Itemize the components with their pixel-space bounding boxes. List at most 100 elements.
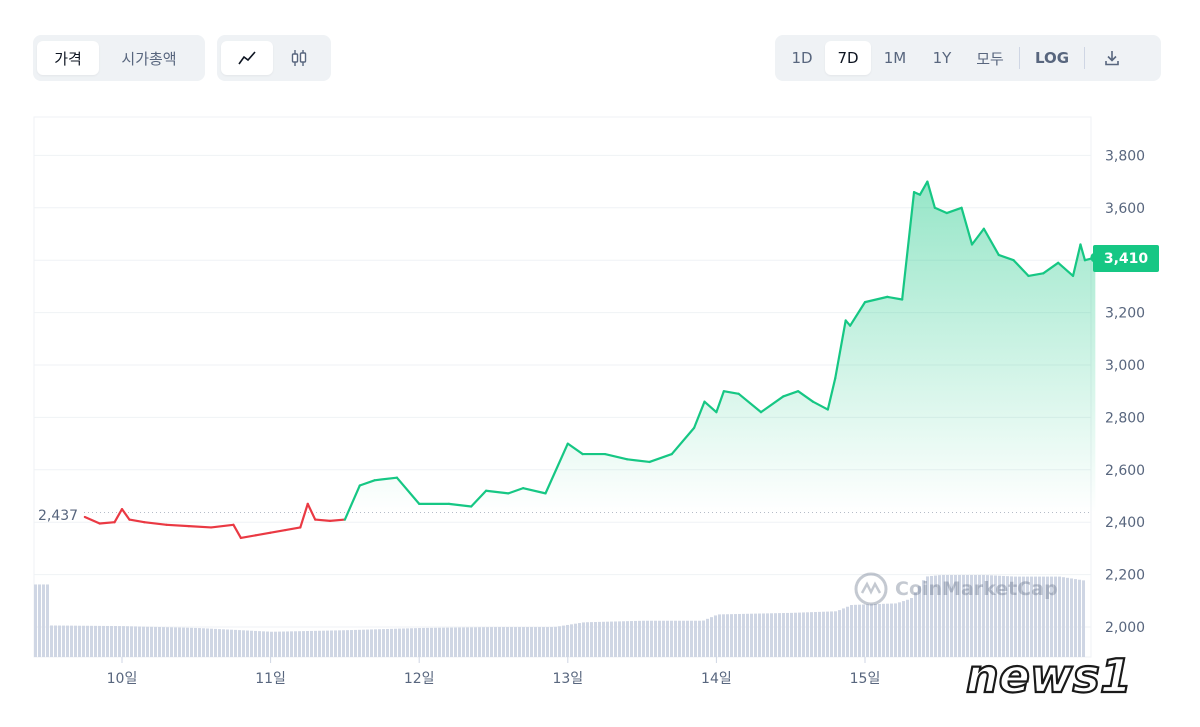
volume-bar bbox=[678, 620, 681, 657]
volume-bar bbox=[654, 620, 657, 657]
price-line-segment bbox=[982, 227, 1000, 257]
volume-bar bbox=[1002, 575, 1005, 657]
volume-bar bbox=[378, 629, 381, 657]
volume-bar bbox=[878, 603, 881, 657]
volume-bar bbox=[738, 613, 741, 657]
range-1m[interactable]: 1M bbox=[883, 49, 907, 67]
volume-bar bbox=[406, 628, 409, 657]
price-line-segment bbox=[210, 523, 235, 529]
volume-bar bbox=[786, 612, 789, 657]
volume-bar bbox=[222, 629, 225, 657]
volume-bar bbox=[510, 627, 513, 657]
volume-bar bbox=[82, 625, 85, 657]
volume-bar bbox=[138, 626, 141, 657]
volume-bar bbox=[754, 613, 757, 657]
volume-bar bbox=[506, 627, 509, 657]
volume-bar bbox=[190, 627, 193, 657]
y-tick-label: 3,200 bbox=[1105, 306, 1145, 322]
volume-bar bbox=[350, 630, 353, 657]
volume-bar bbox=[46, 584, 49, 657]
download-icon[interactable] bbox=[1089, 41, 1135, 75]
volume-bar bbox=[702, 620, 705, 657]
volume-bar bbox=[926, 576, 929, 657]
range-toggle: 1D 7D 1M 1Y 모두 LOG bbox=[775, 35, 1161, 81]
volume-bar bbox=[902, 601, 905, 657]
x-tick-label: 15일 bbox=[850, 671, 881, 687]
range-1d[interactable]: 1D bbox=[791, 49, 813, 67]
price-line-segment bbox=[849, 301, 867, 327]
volume-bar bbox=[1010, 576, 1013, 657]
line-chart-icon[interactable] bbox=[221, 41, 273, 75]
news1-logo: news1 bbox=[964, 642, 1189, 712]
price-line-segment bbox=[328, 518, 346, 522]
volume-bars bbox=[34, 575, 1085, 657]
volume-bar bbox=[182, 627, 185, 657]
volume-bar bbox=[918, 586, 921, 657]
price-line-segment bbox=[484, 489, 510, 495]
volume-bar bbox=[586, 622, 589, 657]
price-line-segment bbox=[232, 523, 242, 540]
volume-bar bbox=[854, 604, 857, 657]
volume-bar bbox=[486, 627, 489, 657]
volume-bar bbox=[250, 630, 253, 657]
volume-bar bbox=[834, 611, 837, 657]
volume-bar bbox=[62, 625, 65, 657]
range-7d[interactable]: 7D bbox=[825, 41, 871, 75]
volume-bar bbox=[382, 629, 385, 657]
volume-bar bbox=[1082, 580, 1085, 657]
price-line-segment bbox=[826, 377, 837, 411]
volume-bar bbox=[1058, 576, 1061, 657]
volume-bar bbox=[638, 620, 641, 657]
x-axis-ticks: 10일 11일 12일 13일 14일 15일 bbox=[107, 657, 881, 687]
range-all[interactable]: 모두 bbox=[976, 49, 1004, 68]
price-line-segment bbox=[254, 531, 272, 537]
volume-bar bbox=[118, 626, 121, 657]
volume-bar bbox=[966, 575, 969, 657]
volume-bar bbox=[1034, 576, 1037, 657]
volume-bar bbox=[290, 631, 293, 657]
volume-bar bbox=[594, 622, 597, 657]
volume-bar bbox=[74, 625, 77, 657]
coinmarketcap-logo-icon bbox=[854, 572, 888, 606]
tab-price[interactable]: 가격 bbox=[37, 41, 99, 75]
volume-bar bbox=[542, 627, 545, 657]
volume-bar bbox=[526, 627, 529, 657]
volume-bar bbox=[614, 621, 617, 657]
volume-bar bbox=[790, 612, 793, 657]
volume-bar bbox=[910, 598, 913, 657]
volume-bar bbox=[434, 627, 437, 657]
volume-bar bbox=[962, 575, 965, 657]
price-line-segment bbox=[284, 526, 302, 532]
volume-bar bbox=[210, 628, 213, 657]
log-scale-button[interactable]: LOG bbox=[1034, 49, 1070, 67]
current-price-badge: 3,410 bbox=[1093, 245, 1159, 272]
price-line-segment bbox=[834, 319, 847, 380]
volume-bar bbox=[174, 627, 177, 657]
volume-bar bbox=[1054, 576, 1057, 657]
volume-bar bbox=[162, 627, 165, 657]
volume-bar bbox=[554, 626, 557, 657]
volume-bar bbox=[530, 627, 533, 657]
coinmarketcap-watermark: CoinMarketCap bbox=[853, 571, 1058, 607]
volume-bar bbox=[226, 629, 229, 657]
volume-bar bbox=[846, 606, 849, 657]
price-line-segment bbox=[187, 525, 213, 529]
price-line-segment bbox=[1057, 261, 1075, 278]
price-line-segment bbox=[693, 400, 706, 429]
range-1y[interactable]: 1Y bbox=[932, 49, 952, 67]
candlestick-icon[interactable] bbox=[273, 41, 325, 75]
volume-bar bbox=[1066, 577, 1069, 657]
tab-market-cap[interactable]: 시가총액 bbox=[121, 49, 177, 68]
volume-bar bbox=[278, 631, 281, 657]
volume-bar bbox=[886, 603, 889, 657]
price-line-segment bbox=[901, 190, 916, 301]
volume-bar bbox=[218, 629, 221, 657]
price-line-segment bbox=[128, 518, 146, 524]
volume-bar bbox=[70, 625, 73, 657]
volume-bar bbox=[986, 575, 989, 657]
volume-bar bbox=[146, 626, 149, 657]
volume-bar bbox=[734, 614, 737, 657]
volume-bar bbox=[954, 575, 957, 657]
volume-bar bbox=[794, 612, 797, 657]
price-line-segment bbox=[395, 476, 421, 505]
